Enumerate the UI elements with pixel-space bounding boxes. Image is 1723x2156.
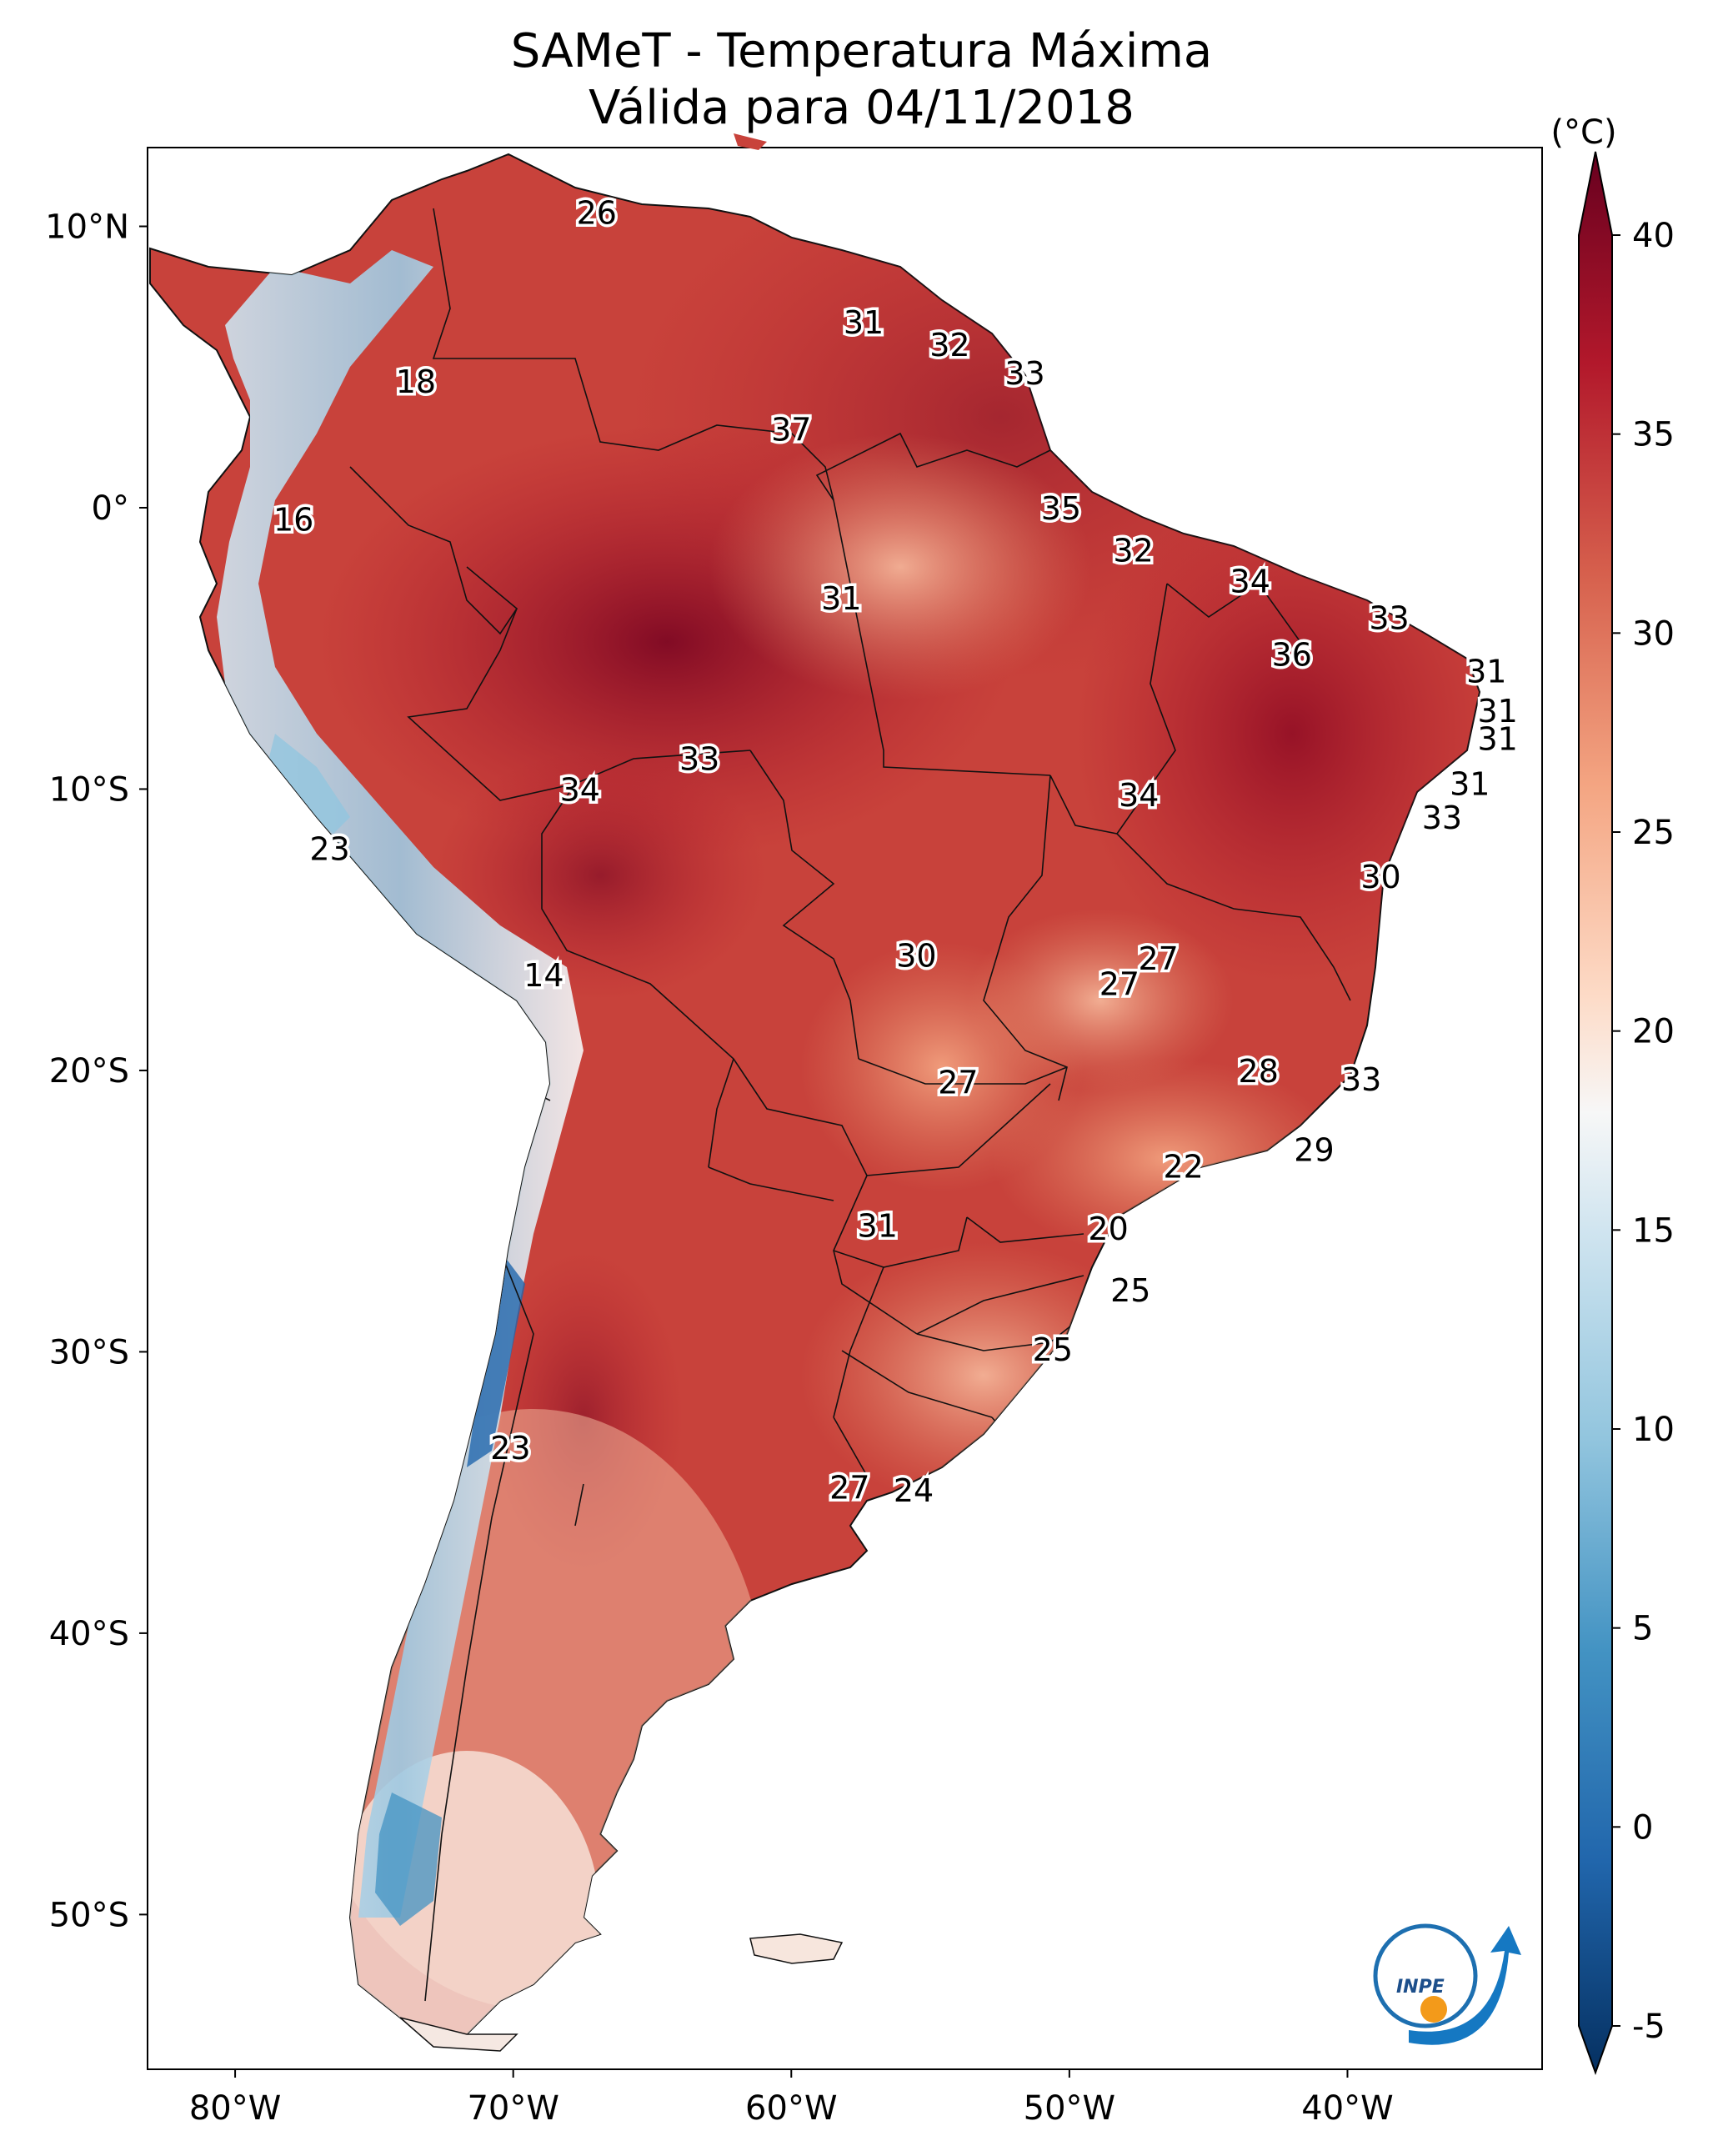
lat-axis: 10°N 0° 10°S 20°S 30°S 40°S 50°S (45, 208, 148, 1934)
temperature-label: 32 (1113, 533, 1153, 569)
temperature-label: 31 (1450, 766, 1490, 803)
temperature-label: 33 (1369, 600, 1409, 637)
temperature-label: 34 (1119, 777, 1159, 814)
lon-tick-label: 60°W (745, 2089, 837, 2128)
colorbar-ticks: 40 35 30 25 20 15 10 5 0 -5 (1612, 217, 1675, 2046)
temperature-label: 34 (560, 771, 600, 808)
colorbar-unit: (°C) (1550, 113, 1616, 152)
temperature-label: 31 (1477, 693, 1517, 730)
colorbar-tick-label: 35 (1632, 416, 1675, 454)
temperature-label: 22 (1163, 1149, 1203, 1186)
colorbar-tick-label: 15 (1632, 1211, 1675, 1250)
temperature-labels: 2618163132333735323433363131313131333033… (270, 192, 1520, 1512)
temperature-label: 14 (523, 957, 563, 994)
temperature-label: 27 (938, 1064, 978, 1101)
temperature-label: 34 (1230, 564, 1270, 600)
colorbar-tick-label: -5 (1632, 2008, 1665, 2046)
lon-axis: 80°W 70°W 60°W 50°W 40°W (189, 2069, 1394, 2128)
colorbar-tick-label: 40 (1632, 217, 1675, 255)
temperature-label: 27 (829, 1469, 869, 1506)
colorbar-tick-label: 30 (1632, 614, 1675, 653)
temperature-label: 35 (1041, 490, 1081, 527)
lat-tick-label: 20°S (49, 1052, 129, 1091)
map-title: SAMeT - Temperatura Máxima Válida para 0… (0, 23, 1723, 137)
temperature-label: 30 (896, 938, 936, 975)
lat-tick-label: 10°N (45, 208, 129, 246)
lon-tick-label: 40°W (1301, 2089, 1393, 2128)
temperature-label: 31 (1466, 654, 1506, 690)
lat-tick-label: 0° (92, 489, 129, 528)
lon-tick-label: 50°W (1024, 2089, 1115, 2128)
lat-tick-label: 30°S (49, 1333, 129, 1371)
temperature-label: 31 (821, 580, 861, 617)
temperature-label: 33 (679, 740, 719, 777)
temperature-label: 31 (858, 1208, 898, 1245)
temperature-label: 33 (1422, 800, 1462, 836)
logo-swoosh (1409, 1926, 1521, 2045)
temperature-label: 27 (1099, 965, 1139, 1002)
lon-tick-label: 80°W (189, 2089, 281, 2128)
colorbar-tick-label: 20 (1632, 1013, 1675, 1051)
temperature-label: 31 (844, 304, 884, 341)
temperature-label: 37 (771, 411, 811, 448)
lon-tick-label: 70°W (467, 2089, 558, 2128)
lat-tick-label: 50°S (49, 1896, 129, 1934)
temperature-label: 29 (1294, 1131, 1334, 1168)
colorbar-tick-label: 0 (1632, 1808, 1653, 1847)
colorbar-body (1578, 151, 1613, 2075)
temperature-label: 23 (309, 830, 349, 867)
temperature-label: 26 (577, 195, 617, 232)
temperature-label: 31 (1477, 721, 1517, 758)
temperature-label: 28 (1239, 1053, 1279, 1090)
temperature-label: 25 (1033, 1331, 1073, 1368)
temperature-label: 33 (1004, 355, 1044, 392)
inpe-logo: INPE (1373, 1923, 1521, 2045)
temperature-label: 16 (273, 501, 313, 538)
logo-ring (1373, 1923, 1478, 2028)
temperature-label: 20 (1088, 1211, 1128, 1247)
logo-text: INPE (1396, 1977, 1445, 1998)
colorbar: (°C) 40 35 30 25 20 15 10 5 0 -5 (1550, 113, 1675, 2075)
temperature-label: 24 (894, 1472, 934, 1509)
temperature-label: 30 (1360, 859, 1400, 895)
title-line2: Válida para 04/11/2018 (589, 81, 1134, 135)
temperature-label: 36 (1272, 636, 1312, 673)
temperature-label: 18 (396, 364, 436, 400)
temperature-label: 27 (1138, 940, 1178, 977)
temperature-label: 23 (490, 1430, 530, 1467)
logo-sun (1420, 1996, 1447, 2023)
colorbar-tick-label: 25 (1632, 814, 1675, 852)
lat-tick-label: 40°S (49, 1615, 129, 1653)
colorbar-tick-label: 5 (1632, 1610, 1653, 1648)
lat-tick-label: 10°S (49, 770, 129, 809)
colorbar-tick-label: 10 (1632, 1411, 1675, 1449)
title-line1: SAMeT - Temperatura Máxima (510, 24, 1213, 78)
temperature-label: 25 (1110, 1272, 1150, 1309)
temperature-label: 33 (1341, 1061, 1381, 1098)
temperature-label: 32 (929, 327, 969, 364)
